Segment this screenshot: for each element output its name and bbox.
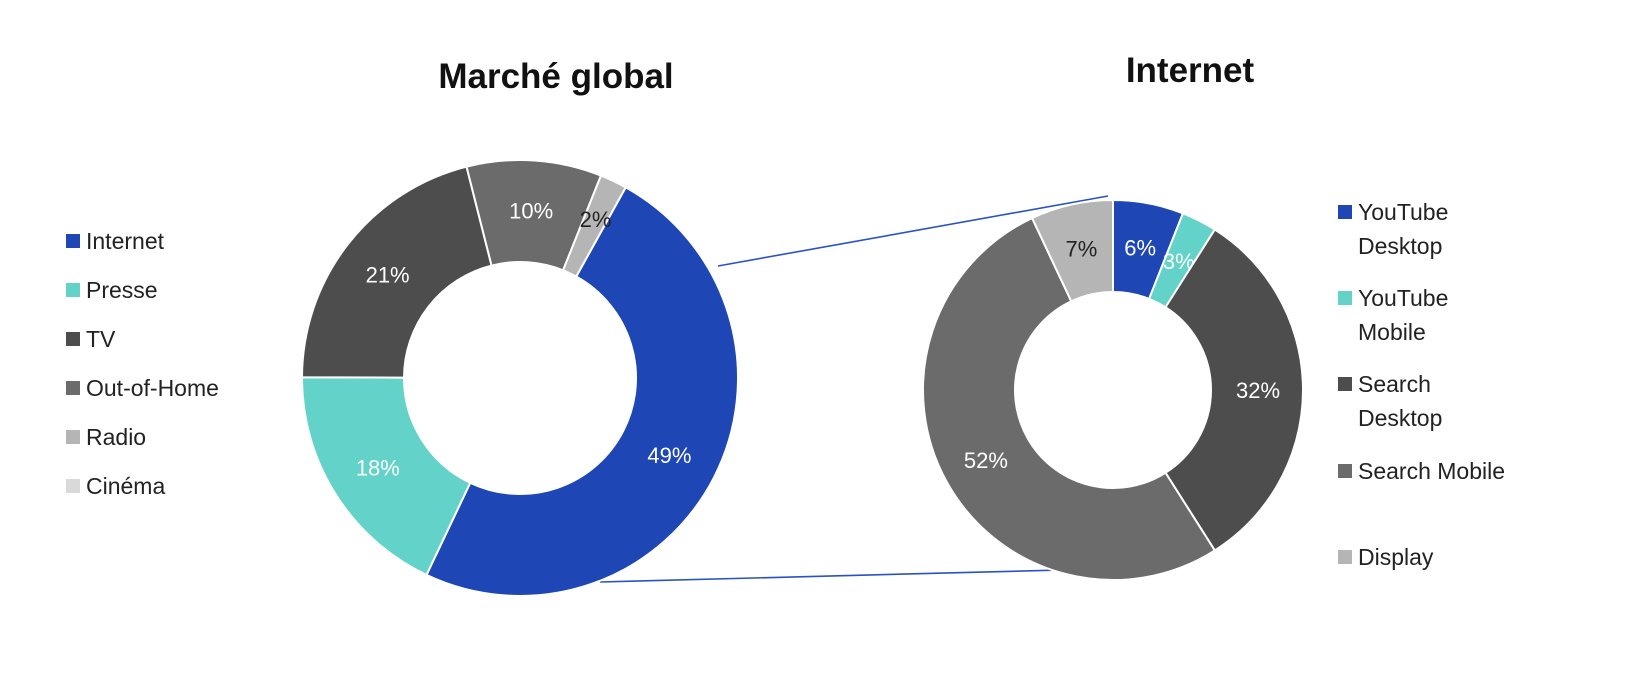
legend-label-search-mobile: Search Mobile (1358, 458, 1505, 484)
legend-label-search-desktop: Search Desktop (1358, 371, 1442, 431)
data-label-youtube-desktop: 6% (1124, 236, 1156, 261)
data-label-search-mobile: 52% (964, 448, 1008, 473)
donut-global: 49% 18% 21% 10% 2% (300, 159, 739, 597)
chart-title-internet: Internet (1126, 51, 1255, 90)
legend-swatch-search-mobile (1338, 464, 1352, 478)
legend-global: Internet Presse TV Out-of-Home Radio Cinéma (66, 228, 219, 499)
donut-slice-search-desktop (1164, 228, 1305, 552)
data-label-internet: 49% (647, 443, 691, 468)
data-label-tv: 21% (366, 263, 410, 288)
donut-slice-display (1030, 198, 1114, 303)
legend-label-out-of-home: Out-of-Home (86, 375, 219, 401)
legend-swatch-search-desktop (1338, 377, 1352, 391)
legend-swatch-internet (66, 234, 80, 248)
donut-slice-presse (301, 376, 472, 577)
data-label-display: 7% (1065, 236, 1097, 261)
legend-internet: YouTube Desktop YouTube Mobile Search Desktop… (1338, 199, 1505, 570)
legend-swatch-radio (66, 430, 80, 444)
legend-swatch-cinema (66, 479, 80, 493)
legend-swatch-presse (66, 283, 80, 297)
legend-swatch-tv (66, 332, 80, 346)
data-label-out-of-home: 10% (509, 198, 553, 223)
data-label-radio: 2% (580, 207, 612, 232)
connector-line-bottom (599, 568, 1101, 583)
donut-slice-internet (425, 185, 739, 597)
legend-label-tv: TV (86, 326, 116, 352)
legend-label-presse: Presse (86, 277, 158, 303)
zoom-connector-lines (599, 195, 1109, 583)
data-label-search-desktop: 32% (1236, 378, 1280, 403)
legend-swatch-youtube-mobile (1338, 291, 1352, 305)
legend-swatch-youtube-desktop (1338, 205, 1352, 219)
chart-title-global: Marché global (438, 57, 673, 96)
donut-slice-search-mobile (922, 216, 1217, 581)
legend-swatch-out-of-home (66, 381, 80, 395)
data-label-presse: 18% (356, 456, 400, 481)
donut-slice-tv (300, 165, 493, 379)
legend-label-display: Display (1358, 544, 1434, 570)
legend-label-radio: Radio (86, 424, 146, 450)
donut-internet: 6%3%32%52%7% (922, 198, 1305, 581)
connector-line-top (717, 195, 1109, 267)
legend-label-youtube-desktop: YouTube Desktop (1358, 199, 1448, 259)
donut-slice-radio (561, 174, 628, 278)
legend-label-cinema: Cinéma (86, 473, 165, 499)
legend-label-internet: Internet (86, 228, 165, 254)
legend-label-youtube-mobile: YouTube Mobile (1358, 285, 1448, 345)
legend-swatch-display (1338, 550, 1352, 564)
